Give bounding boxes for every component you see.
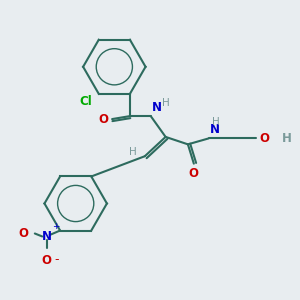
Text: N: N <box>152 101 162 114</box>
Text: H: H <box>129 147 136 157</box>
Text: O: O <box>18 227 28 240</box>
Text: Cl: Cl <box>80 95 92 108</box>
Text: O: O <box>98 112 109 126</box>
Text: N: N <box>42 230 52 243</box>
Text: H: H <box>212 117 219 127</box>
Text: N: N <box>210 123 220 136</box>
Text: O: O <box>189 167 199 180</box>
Text: H: H <box>281 132 291 145</box>
Text: -: - <box>54 253 58 266</box>
Text: O: O <box>42 254 52 267</box>
Text: O: O <box>260 132 270 145</box>
Text: +: + <box>52 222 60 231</box>
Text: H: H <box>162 98 170 108</box>
